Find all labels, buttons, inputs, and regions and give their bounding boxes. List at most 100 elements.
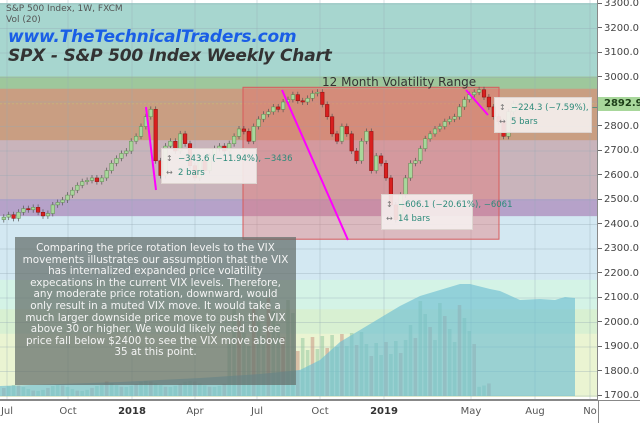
up-candle xyxy=(134,136,139,142)
price-tick-label: 2300.0 xyxy=(598,243,640,255)
down-candle xyxy=(325,104,330,117)
down-candle xyxy=(354,150,359,162)
up-candle xyxy=(457,106,462,117)
axis-corner xyxy=(598,400,640,423)
up-candle xyxy=(60,199,65,203)
website-watermark: www.TheTechnicalTraders.com xyxy=(8,27,297,47)
down-candle xyxy=(344,126,349,135)
down-candle xyxy=(481,89,487,98)
up-candle xyxy=(442,121,447,127)
down-candle xyxy=(183,133,188,144)
price-tick-label: 2000.0 xyxy=(598,317,640,329)
price-tick-label: 2800.0 xyxy=(598,121,640,133)
down-candle xyxy=(369,131,374,171)
up-candle xyxy=(437,126,442,130)
symbol-legend[interactable]: S&P 500 Index, 1W, FXCM xyxy=(6,4,123,14)
up-candle xyxy=(6,214,11,218)
down-candle xyxy=(94,177,99,182)
up-candle xyxy=(129,140,134,152)
volume-moving-average-area xyxy=(0,284,575,396)
up-candle xyxy=(109,163,114,171)
up-candle xyxy=(339,126,344,142)
up-candle xyxy=(432,128,438,135)
time-tick-label: No xyxy=(583,406,597,417)
up-candle xyxy=(138,126,144,137)
down-candle xyxy=(40,212,46,217)
down-candle xyxy=(349,133,354,152)
current-price-tag: 2892.9 xyxy=(598,96,640,111)
measure-box-2018-q4[interactable]: ↕ −606.1 (−20.61%), −6061 ↔ 14 bars xyxy=(381,194,512,230)
measure-3-change: −224.3 (−7.59%), −2243 xyxy=(511,103,598,113)
down-candle xyxy=(241,128,246,132)
up-candle xyxy=(75,185,80,191)
price-tick-label: 1700.0 xyxy=(598,390,640,402)
bar-range-icon: ↔ xyxy=(166,168,173,177)
up-candle xyxy=(45,213,50,217)
time-axis[interactable]: Jul Oct 2018 Apr Jul Oct 2019 May Aug No xyxy=(0,400,598,423)
up-candle xyxy=(403,177,408,196)
measure-box-2019[interactable]: ↕ −224.3 (−7.59%), −2243 ↔ 5 bars xyxy=(494,97,597,133)
up-candle xyxy=(148,109,153,117)
price-tick-label: 2200.0 xyxy=(598,268,640,280)
price-tick-label: 2400.0 xyxy=(598,219,640,231)
commentary-text-box[interactable]: Comparing the price rotation levels to t… xyxy=(15,237,296,385)
down-candle xyxy=(320,91,325,105)
up-candle xyxy=(70,189,75,196)
up-candle xyxy=(452,116,457,120)
down-candle xyxy=(36,207,41,213)
bar-range-icon: ↔ xyxy=(499,117,506,126)
up-candle xyxy=(423,138,428,149)
down-candle xyxy=(26,208,31,211)
up-candle xyxy=(236,128,242,137)
down-candle xyxy=(486,96,491,108)
volatility-range-label: 12 Month Volatility Range xyxy=(322,75,477,89)
up-candle xyxy=(104,170,109,179)
chart-title: SPX - S&P 500 Index Weekly Chart xyxy=(8,46,332,66)
up-candle xyxy=(16,212,21,219)
price-tick-label: 3100.0 xyxy=(598,47,640,59)
time-tick-label: Jul xyxy=(250,406,264,417)
price-tick-label: 2700.0 xyxy=(598,145,640,157)
measure-2-change: −606.1 (−20.61%), −6061 xyxy=(398,200,513,210)
down-candle xyxy=(334,133,340,142)
time-tick-label: Jul xyxy=(0,406,14,417)
up-candle xyxy=(281,101,286,110)
price-tick-label: 3300.0 xyxy=(598,0,640,10)
up-candle xyxy=(119,153,124,159)
up-candle xyxy=(31,207,36,211)
down-candle xyxy=(153,109,158,162)
volume-bar xyxy=(300,338,305,396)
magenta-trend-line xyxy=(145,106,157,191)
volume-legend[interactable]: Vol (20) xyxy=(6,15,41,25)
time-tick-label: 2019 xyxy=(370,406,398,417)
price-band xyxy=(0,3,597,79)
up-candle xyxy=(305,98,310,103)
up-candle xyxy=(271,106,276,113)
down-candle xyxy=(295,94,300,102)
up-candle xyxy=(80,181,85,186)
price-range-icon: ↕ xyxy=(166,154,173,163)
price-tick-label: 2600.0 xyxy=(598,170,640,182)
up-candle xyxy=(21,208,26,213)
down-candle xyxy=(300,100,305,103)
up-candle xyxy=(428,133,433,140)
price-tick-label: 3200.0 xyxy=(598,23,640,35)
magenta-trend-line xyxy=(465,89,489,116)
up-candle xyxy=(472,91,477,95)
time-tick-label: Oct xyxy=(311,406,329,417)
down-candle xyxy=(11,214,16,219)
price-axis[interactable]: 3300.0 3200.0 3100.0 3000.0 2800.0 2700.0 2600… xyxy=(598,0,640,402)
up-candle xyxy=(408,163,413,179)
down-candle xyxy=(276,106,281,110)
measure-box-2018[interactable]: ↕ −343.6 (−11.94%), −3436 ↔ 2 bars xyxy=(161,148,292,184)
price-tick-label: 1800.0 xyxy=(598,366,640,378)
up-candle xyxy=(266,111,271,115)
down-candle xyxy=(330,116,335,135)
up-candle xyxy=(413,160,418,164)
price-chart-pane[interactable]: S&P 500 Index, 1W, FXCM Vol (20) www.The… xyxy=(0,0,598,400)
up-candle xyxy=(99,177,104,182)
up-candle xyxy=(418,148,423,162)
measure-1-change: −343.6 (−11.94%), −3436 xyxy=(178,154,293,164)
measure-1-bars: 2 bars xyxy=(178,168,205,178)
